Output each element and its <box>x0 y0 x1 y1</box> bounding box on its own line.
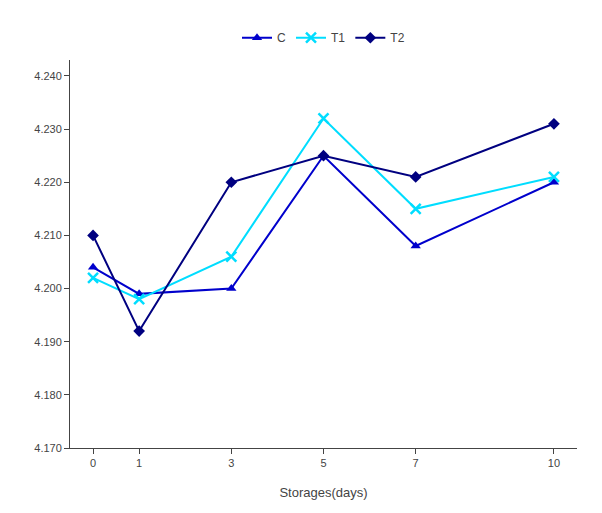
svg-text:4.180: 4.180 <box>34 389 62 401</box>
svg-text:4.240: 4.240 <box>34 70 62 82</box>
svg-text:7: 7 <box>413 457 419 469</box>
svg-text:T1: T1 <box>331 31 345 45</box>
svg-text:10: 10 <box>548 457 560 469</box>
svg-text:Storages(days): Storages(days) <box>279 485 367 500</box>
svg-text:3: 3 <box>228 457 234 469</box>
svg-text:4.220: 4.220 <box>34 176 62 188</box>
svg-text:4.200: 4.200 <box>34 282 62 294</box>
svg-text:1: 1 <box>136 457 142 469</box>
svg-text:T2: T2 <box>390 31 404 45</box>
svg-text:C: C <box>277 31 286 45</box>
svg-text:5: 5 <box>320 457 326 469</box>
svg-text:4.170: 4.170 <box>34 442 62 454</box>
svg-text:4.230: 4.230 <box>34 123 62 135</box>
svg-text:0: 0 <box>90 457 96 469</box>
svg-text:4.190: 4.190 <box>34 336 62 348</box>
svg-text:4.210: 4.210 <box>34 229 62 241</box>
